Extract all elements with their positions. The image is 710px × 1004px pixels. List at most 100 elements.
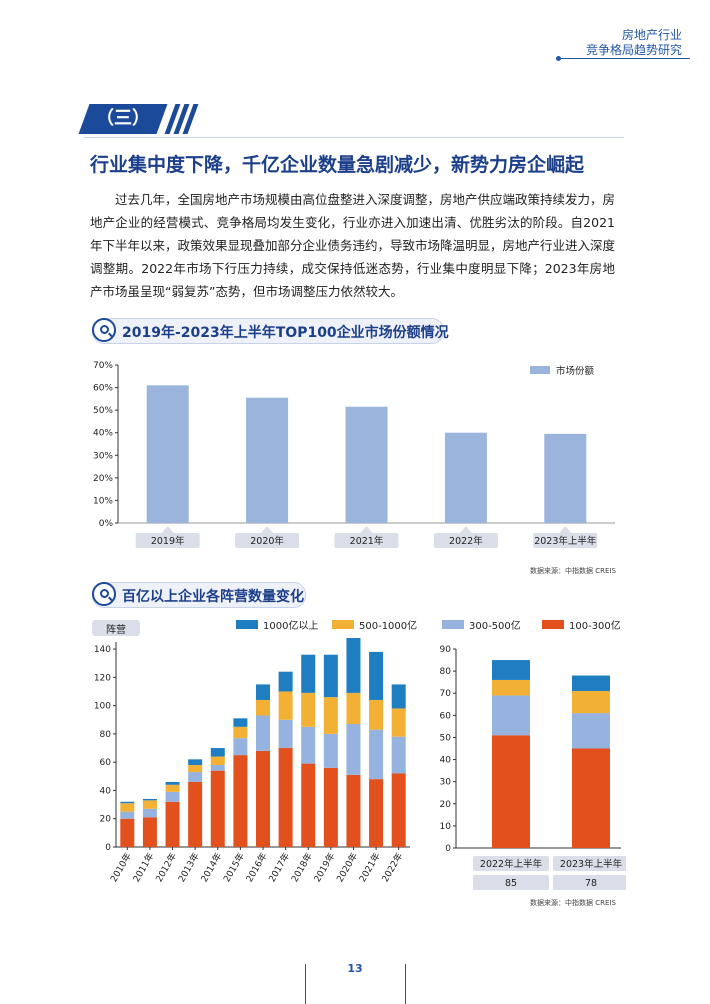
bar-segment: [188, 772, 203, 782]
x-tick-label: 2012年: [153, 851, 179, 885]
bar-segment: [323, 733, 338, 768]
y-tick-label: 20: [440, 800, 452, 810]
total-label: 85: [505, 878, 517, 889]
chart2-title: 百亿以上企业各阵营数量变化: [122, 589, 304, 605]
chart1-banner: [92, 318, 444, 344]
y-tick-label: 10%: [93, 496, 113, 506]
y-tick-label: 0: [445, 844, 451, 854]
bar-segment: [572, 713, 610, 749]
bar-segment: [233, 755, 248, 847]
y-tick-label: 0: [105, 843, 111, 853]
y-tick-label: 40: [440, 756, 452, 766]
x-label-badge: [473, 856, 549, 871]
bar-segment: [142, 808, 157, 818]
x-tick-label: 2014年: [198, 851, 224, 885]
legend-label: 300-500亿: [469, 621, 521, 632]
y-tick-label: 40%: [93, 429, 113, 439]
bar: [444, 432, 487, 523]
x-tick-label: 2013年: [175, 851, 201, 885]
bar-segment: [492, 679, 530, 696]
y-tick-label: 80: [440, 667, 452, 677]
bar-segment: [346, 774, 361, 847]
header-line2: 竞争格局趋势研究: [585, 43, 682, 57]
bar-segment: [323, 654, 338, 698]
bar-segment: [369, 699, 384, 730]
bar-segment: [346, 638, 361, 693]
x-tick-label: 2019年: [311, 851, 337, 885]
chart1-title: 2019年-2023年上半年TOP100企业市场份额情况: [122, 325, 449, 341]
y-tick-label: 50: [440, 733, 452, 743]
x-label-badge: [135, 533, 200, 548]
x-label-pointer-icon: [360, 526, 373, 533]
legend-swatch: [542, 620, 564, 629]
bar-segment: [278, 671, 293, 692]
bar-segment: [120, 818, 135, 847]
ylabel-badge: [92, 620, 140, 636]
y-tick-label: 0%: [99, 519, 114, 529]
header-rule: [560, 58, 690, 59]
x-tick-label: 2020年: [250, 535, 284, 547]
legend-label: 市场份额: [556, 365, 595, 377]
bar-segment: [233, 738, 248, 756]
page-number: 13: [347, 962, 363, 975]
bar-segment: [188, 765, 203, 773]
x-tick-label: 2019年: [151, 535, 185, 547]
legend-swatch: [332, 620, 354, 629]
share-chart: 0% 10% 20% 30% 40% 50% 60% 70% 2019年 2020年 2021年 20…: [93, 361, 615, 548]
x-tick-label: 2022年: [379, 851, 405, 885]
x-tick-label: 2011年: [130, 851, 156, 885]
y-tick-label: 20%: [93, 474, 113, 484]
legend-swatch: [442, 620, 464, 629]
x-tick-label: 2023年上半年: [534, 535, 597, 547]
bar-segment: [256, 715, 270, 751]
legend-swatch: [530, 366, 550, 374]
bar-segment: [346, 692, 361, 724]
bar-segment: [210, 756, 225, 765]
bar-segment: [323, 697, 338, 734]
x-tick-label: 2021年: [356, 851, 382, 885]
x-tick-label: 2018年: [288, 851, 314, 885]
bar-segment: [391, 773, 406, 847]
magnifier-icon: [92, 318, 116, 342]
section-tab: （三）: [96, 108, 150, 129]
x-label-badge: [334, 533, 399, 548]
legend-label: 100-300亿: [569, 621, 621, 632]
section-rule: [84, 137, 624, 138]
x-label-badge: [235, 533, 300, 548]
x-label-pointer-icon: [459, 526, 472, 533]
bar-segment: [120, 811, 135, 819]
bar: [345, 406, 388, 523]
bar-segment: [301, 692, 316, 727]
bar-segment: [188, 781, 203, 847]
x-label-pointer-icon: [559, 526, 572, 533]
y-tick-label: 10: [440, 822, 452, 832]
bar: [544, 433, 587, 523]
x-label-badge: [533, 533, 598, 548]
bar-segment: [572, 691, 610, 714]
bar-segment: [233, 718, 248, 727]
bar-segment: [210, 765, 225, 771]
legend-swatch: [236, 620, 258, 629]
y-tick-label: 50%: [93, 406, 113, 416]
bar-segment: [492, 695, 530, 736]
section-title: 行业集中度下降，千亿企业数量急剧减少，新势力房企崛起: [90, 154, 585, 176]
bar-segment: [210, 770, 225, 847]
half-year-chart: 0 10 20 30 40 50 60 70 80 90 2022年上半年 85 2023年上半年 78: [440, 645, 626, 890]
y-tick-label: 40: [100, 786, 112, 796]
x-label-pointer-icon: [161, 526, 174, 533]
y-tick-label: 70: [440, 689, 452, 699]
bar-segment: [256, 699, 270, 716]
bar-segment: [165, 791, 180, 802]
bar-segment: [391, 736, 406, 774]
bar-segment: [301, 763, 316, 847]
bar-segment: [346, 724, 361, 775]
header-line1: 房地产行业: [621, 28, 682, 42]
chart2-legend: 1000亿以上 500-1000亿 300-500亿 100-300亿: [236, 617, 636, 633]
footer-rule-right: [405, 964, 406, 1004]
body-paragraph: 过去几年，全国房地产市场规模由高位盘整进入深度调整，房地产供应端政策持续发力，房…: [90, 192, 616, 299]
x-tick-label: 2021年: [350, 535, 384, 547]
x-tick-label: 2016年: [243, 851, 269, 885]
chart2-source: 数据来源：中指数据 CREIS: [530, 899, 616, 907]
total-badge: [553, 875, 626, 890]
bar-segment: [572, 748, 610, 848]
